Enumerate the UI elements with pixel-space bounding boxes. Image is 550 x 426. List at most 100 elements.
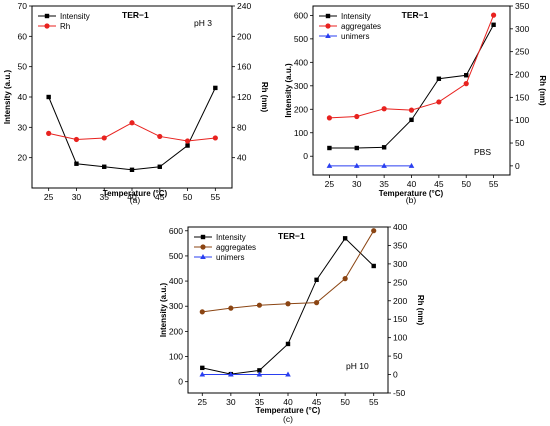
y-right-tick-label: 150: [515, 92, 529, 102]
y-right-tick-label: 0: [515, 161, 520, 171]
y-right-tick-label: -50: [393, 388, 406, 398]
data-point: [381, 106, 387, 112]
y-left-axis-label: Intensity (a.u.): [284, 63, 293, 118]
y-right-tick-label: 160: [237, 62, 251, 72]
data-point: [200, 365, 205, 371]
data-point: [371, 263, 376, 269]
data-point: [184, 138, 191, 144]
y-left-tick-label: 600: [169, 226, 183, 236]
data-point: [285, 301, 291, 307]
x-tick-label: 55: [211, 192, 221, 202]
x-axis-label: Temperature (°C): [103, 189, 168, 198]
legend-marker: [200, 244, 206, 250]
y-left-tick-label: 600: [294, 10, 308, 20]
y-left-tick-label: 60: [18, 31, 28, 41]
legend-label: aggregates: [216, 243, 256, 252]
x-tick-label: 35: [379, 179, 389, 189]
data-point: [212, 135, 218, 141]
data-point: [342, 236, 348, 241]
y-right-tick-label: 250: [515, 47, 529, 57]
x-tick-label: 50: [183, 192, 193, 202]
data-point: [129, 167, 135, 172]
y-left-tick-label: 50: [18, 62, 28, 72]
legend-marker: [200, 254, 206, 259]
data-point: [199, 309, 205, 315]
y-right-tick-label: 150: [393, 314, 407, 324]
y-left-tick-label: 20: [18, 153, 28, 163]
y-right-tick-label: 300: [515, 24, 529, 34]
x-tick-label: 25: [44, 192, 54, 202]
y-right-tick-label: 80: [237, 122, 247, 132]
y-left-tick-label: 30: [18, 122, 28, 132]
legend-marker: [325, 23, 331, 29]
x-tick-label: 30: [226, 397, 236, 407]
data-point: [409, 117, 414, 123]
y-left-tick-label: 0: [178, 377, 183, 387]
series-unimers: [199, 371, 291, 377]
y-left-tick-label: 70: [18, 1, 28, 11]
y-right-tick-label: 240: [237, 1, 251, 11]
legend-label: aggregates: [341, 22, 381, 31]
legend-marker: [44, 13, 50, 19]
x-tick-label: 40: [127, 192, 137, 202]
series-intensity: [46, 85, 218, 172]
data-point: [313, 300, 320, 306]
y-right-tick-label: 0: [393, 370, 398, 380]
chart-panel-a: 25 30 35 40 45 50 55 20 30 40 50 60 70 40 80 120 160 200 2…: [3, 1, 269, 205]
data-point: [464, 73, 469, 78]
y-left-tick-label: 100: [169, 352, 183, 362]
y-left-tick-label: 400: [294, 57, 308, 67]
x-tick-label: 35: [255, 397, 265, 407]
panel-caption: (c): [283, 414, 293, 424]
y-left-axis-label: Intensity (a.u.): [3, 70, 12, 125]
data-point: [326, 162, 333, 168]
panel-title: TER−1: [122, 10, 149, 20]
data-point: [463, 81, 469, 87]
data-point: [256, 302, 263, 308]
data-point: [228, 305, 234, 311]
y-right-tick-label: 200: [515, 70, 529, 80]
x-tick-label: 50: [461, 179, 471, 189]
data-point: [199, 371, 206, 377]
data-point: [102, 164, 107, 169]
y-left-tick-label: 500: [294, 34, 308, 44]
x-tick-label: 35: [99, 192, 109, 202]
x-tick-label: 25: [325, 179, 335, 189]
legend-marker: [325, 13, 331, 19]
data-point: [228, 371, 234, 377]
y-left-tick-label: 100: [294, 128, 308, 138]
x-tick-label: 45: [312, 397, 322, 407]
panel-annotation: pH 3: [194, 18, 212, 28]
data-point: [327, 145, 332, 151]
y-right-tick-label: 350: [515, 1, 529, 11]
data-point: [408, 107, 415, 113]
y-left-tick-label: 400: [169, 276, 183, 286]
y-right-tick-label: 350: [393, 240, 407, 250]
x-tick-label: 40: [283, 397, 293, 407]
y-left-tick-label: 300: [294, 81, 308, 91]
data-point: [354, 113, 360, 120]
data-point: [257, 368, 262, 373]
panel-caption: (b): [406, 195, 417, 205]
y-left-axis-label: Intensity (a.u.): [159, 283, 168, 338]
y-right-axis-label: Rh (nm): [538, 75, 547, 106]
y-right-tick-label: 120: [237, 92, 251, 102]
y-right-tick-label: 400: [393, 222, 407, 232]
x-tick-label: 30: [72, 192, 82, 202]
data-point: [101, 135, 107, 141]
data-point: [491, 22, 496, 27]
data-point: [213, 85, 218, 91]
data-point: [490, 12, 497, 18]
chart-panel-b: 25 30 35 40 45 50 55 0 100 200 300 400 500 600 0 50 100 1…: [284, 1, 547, 205]
data-point: [129, 120, 135, 126]
series-aggregates: [326, 12, 497, 121]
legend-marker: [200, 234, 206, 240]
series-line: [329, 24, 495, 149]
legend-label: unimers: [216, 253, 244, 262]
panel-title: TER−1: [402, 10, 429, 20]
y-right-tick-label: 200: [393, 296, 407, 306]
data-point: [256, 371, 263, 377]
series-rh: [46, 120, 218, 144]
